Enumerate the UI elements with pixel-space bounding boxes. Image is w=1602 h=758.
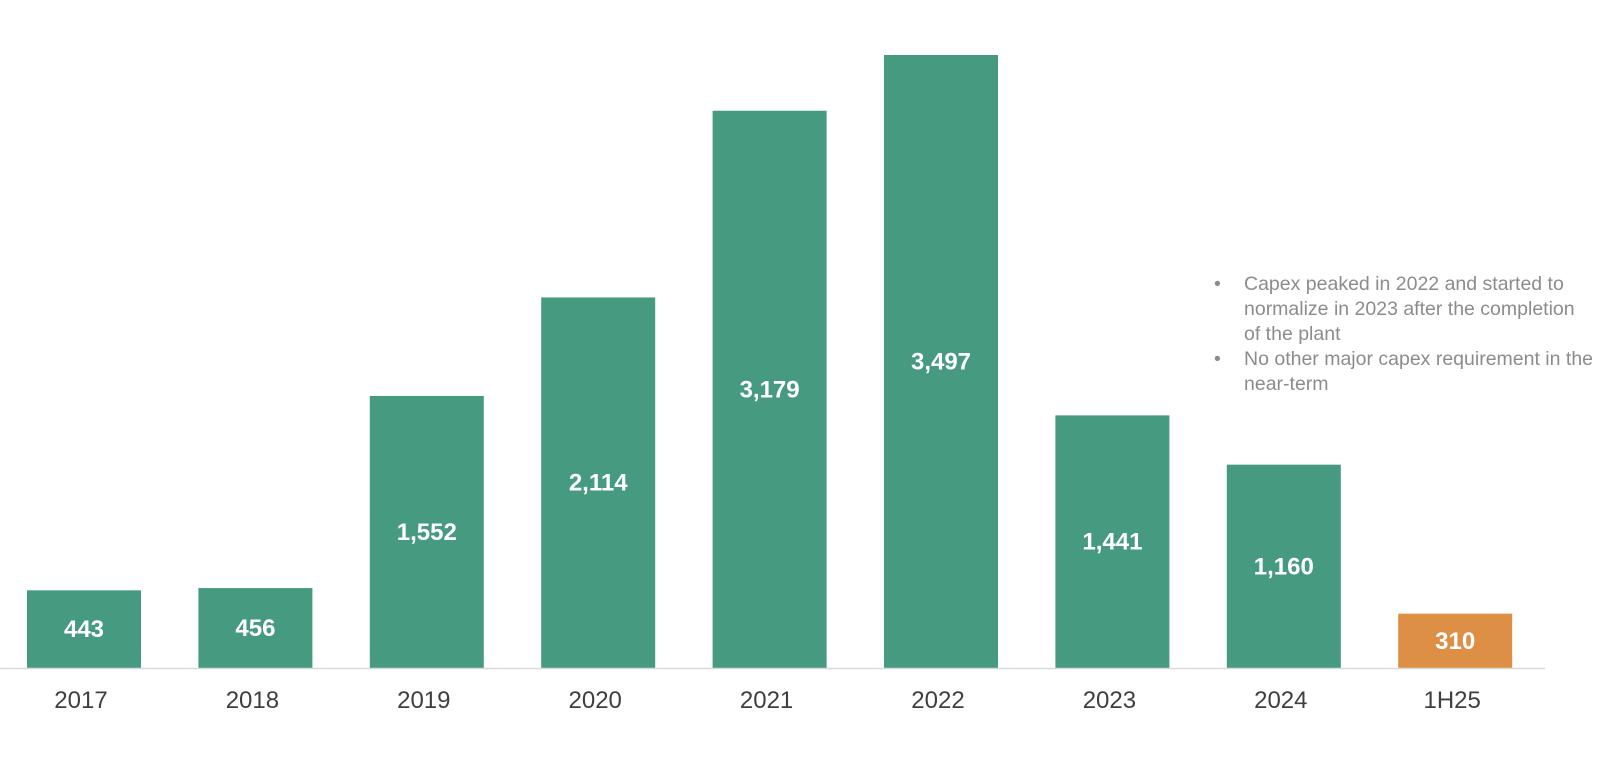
bar-2022 xyxy=(884,55,998,668)
bullet-icon: • xyxy=(1214,273,1221,295)
note-text: No other major capex requirement in the … xyxy=(1244,348,1594,395)
x-tick-label-2020: 2020 xyxy=(569,687,622,714)
bar-2020 xyxy=(541,297,656,668)
note-text: Capex peaked in 2022 and started to norm… xyxy=(1244,273,1575,345)
x-tick-label-2019: 2019 xyxy=(397,687,450,714)
bar-2019 xyxy=(369,395,484,668)
data-label-2020: 2,114 xyxy=(569,470,628,497)
bar-2017 xyxy=(27,590,141,668)
data-label-2023: 1,441 xyxy=(1082,529,1142,556)
data-label-2021: 3,179 xyxy=(740,376,800,403)
data-label-2018: 456 xyxy=(235,615,275,642)
bar-2023 xyxy=(1055,415,1170,668)
x-tick-label-2023: 2023 xyxy=(1083,687,1136,714)
note-item: • Capex peaked in 2022 and started to no… xyxy=(1214,272,1594,347)
x-tick-labels: 2017 2018 2019 2020 2021 2022 2023 2024 1H25 xyxy=(54,687,1481,714)
bullet-icon: • xyxy=(1214,348,1221,370)
bar-1H25 xyxy=(1398,613,1513,668)
data-label-2019: 1,552 xyxy=(397,519,457,546)
bar-2024 xyxy=(1226,464,1341,668)
x-tick-label-2022: 2022 xyxy=(911,687,964,714)
data-label-2022: 3,497 xyxy=(911,349,971,376)
x-tick-label-2024: 2024 xyxy=(1254,687,1307,714)
data-label-2024: 1,160 xyxy=(1254,553,1314,580)
x-tick-label-1H25: 1H25 xyxy=(1424,687,1481,714)
bar-2021 xyxy=(712,110,827,668)
data-label-2017: 443 xyxy=(64,616,104,643)
bar-2018 xyxy=(198,588,313,668)
x-tick-label-2017: 2017 xyxy=(54,687,107,714)
x-tick-label-2021: 2021 xyxy=(740,687,793,714)
bars-group: 443 456 1,552 2,114 3,179 3,497 1,441 1,160 310 xyxy=(27,55,1513,668)
data-label-1H25: 310 xyxy=(1435,628,1475,655)
note-item: • No other major capex requirement in th… xyxy=(1214,347,1594,397)
commentary-notes: • Capex peaked in 2022 and started to no… xyxy=(1214,272,1594,397)
x-tick-label-2018: 2018 xyxy=(226,687,279,714)
